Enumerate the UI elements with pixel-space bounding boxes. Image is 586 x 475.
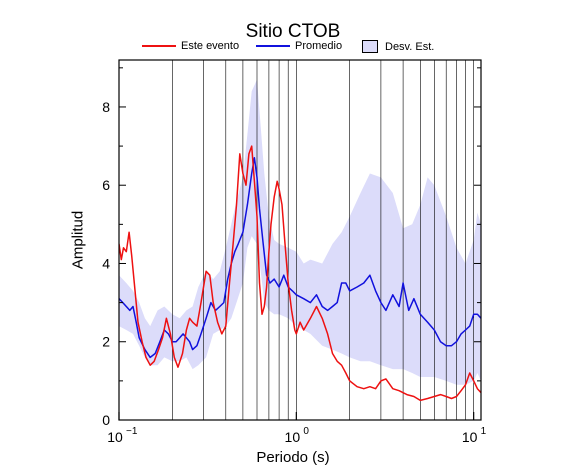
legend-label-mean: Promedio bbox=[295, 40, 343, 52]
legend-item-std: Desv. Est. bbox=[362, 40, 434, 53]
x-tick-label-1: 10 bbox=[285, 429, 301, 445]
y-tick-label-4: 8 bbox=[102, 99, 110, 115]
legend-swatch-event bbox=[142, 45, 176, 47]
legend-item-event: Este evento bbox=[142, 40, 239, 52]
x-tick-label-0: 10 bbox=[107, 429, 123, 445]
y-axis-label: Amplitud bbox=[69, 210, 87, 270]
series-line-promedio bbox=[119, 157, 481, 359]
x-axis-label: Periodo (s) bbox=[256, 449, 330, 466]
x-tick-exponent-2: 1 bbox=[481, 426, 487, 437]
legend-label-event: Este evento bbox=[181, 40, 240, 52]
legend-label-std: Desv. Est. bbox=[385, 40, 435, 53]
y-tick-label-1: 2 bbox=[102, 334, 110, 350]
x-tick-exponent-0: −1 bbox=[126, 426, 138, 437]
y-tick-label-0: 0 bbox=[102, 412, 110, 428]
legend: Este evento Promedio Desv. Est. bbox=[0, 40, 586, 56]
x-tick-exponent-1: 0 bbox=[303, 426, 309, 437]
legend-swatch-mean bbox=[256, 45, 290, 47]
chart-title: Sitio CTOB bbox=[245, 21, 341, 42]
series-line-este-evento bbox=[119, 145, 481, 402]
y-tick-label-2: 4 bbox=[102, 255, 110, 271]
y-tick-label-3: 6 bbox=[102, 177, 110, 193]
legend-swatch-std bbox=[362, 40, 378, 53]
std-band bbox=[119, 79, 481, 385]
x-tick-label-2: 10 bbox=[462, 429, 478, 445]
legend-item-mean: Promedio bbox=[256, 40, 342, 52]
plot-frame bbox=[118, 59, 482, 421]
